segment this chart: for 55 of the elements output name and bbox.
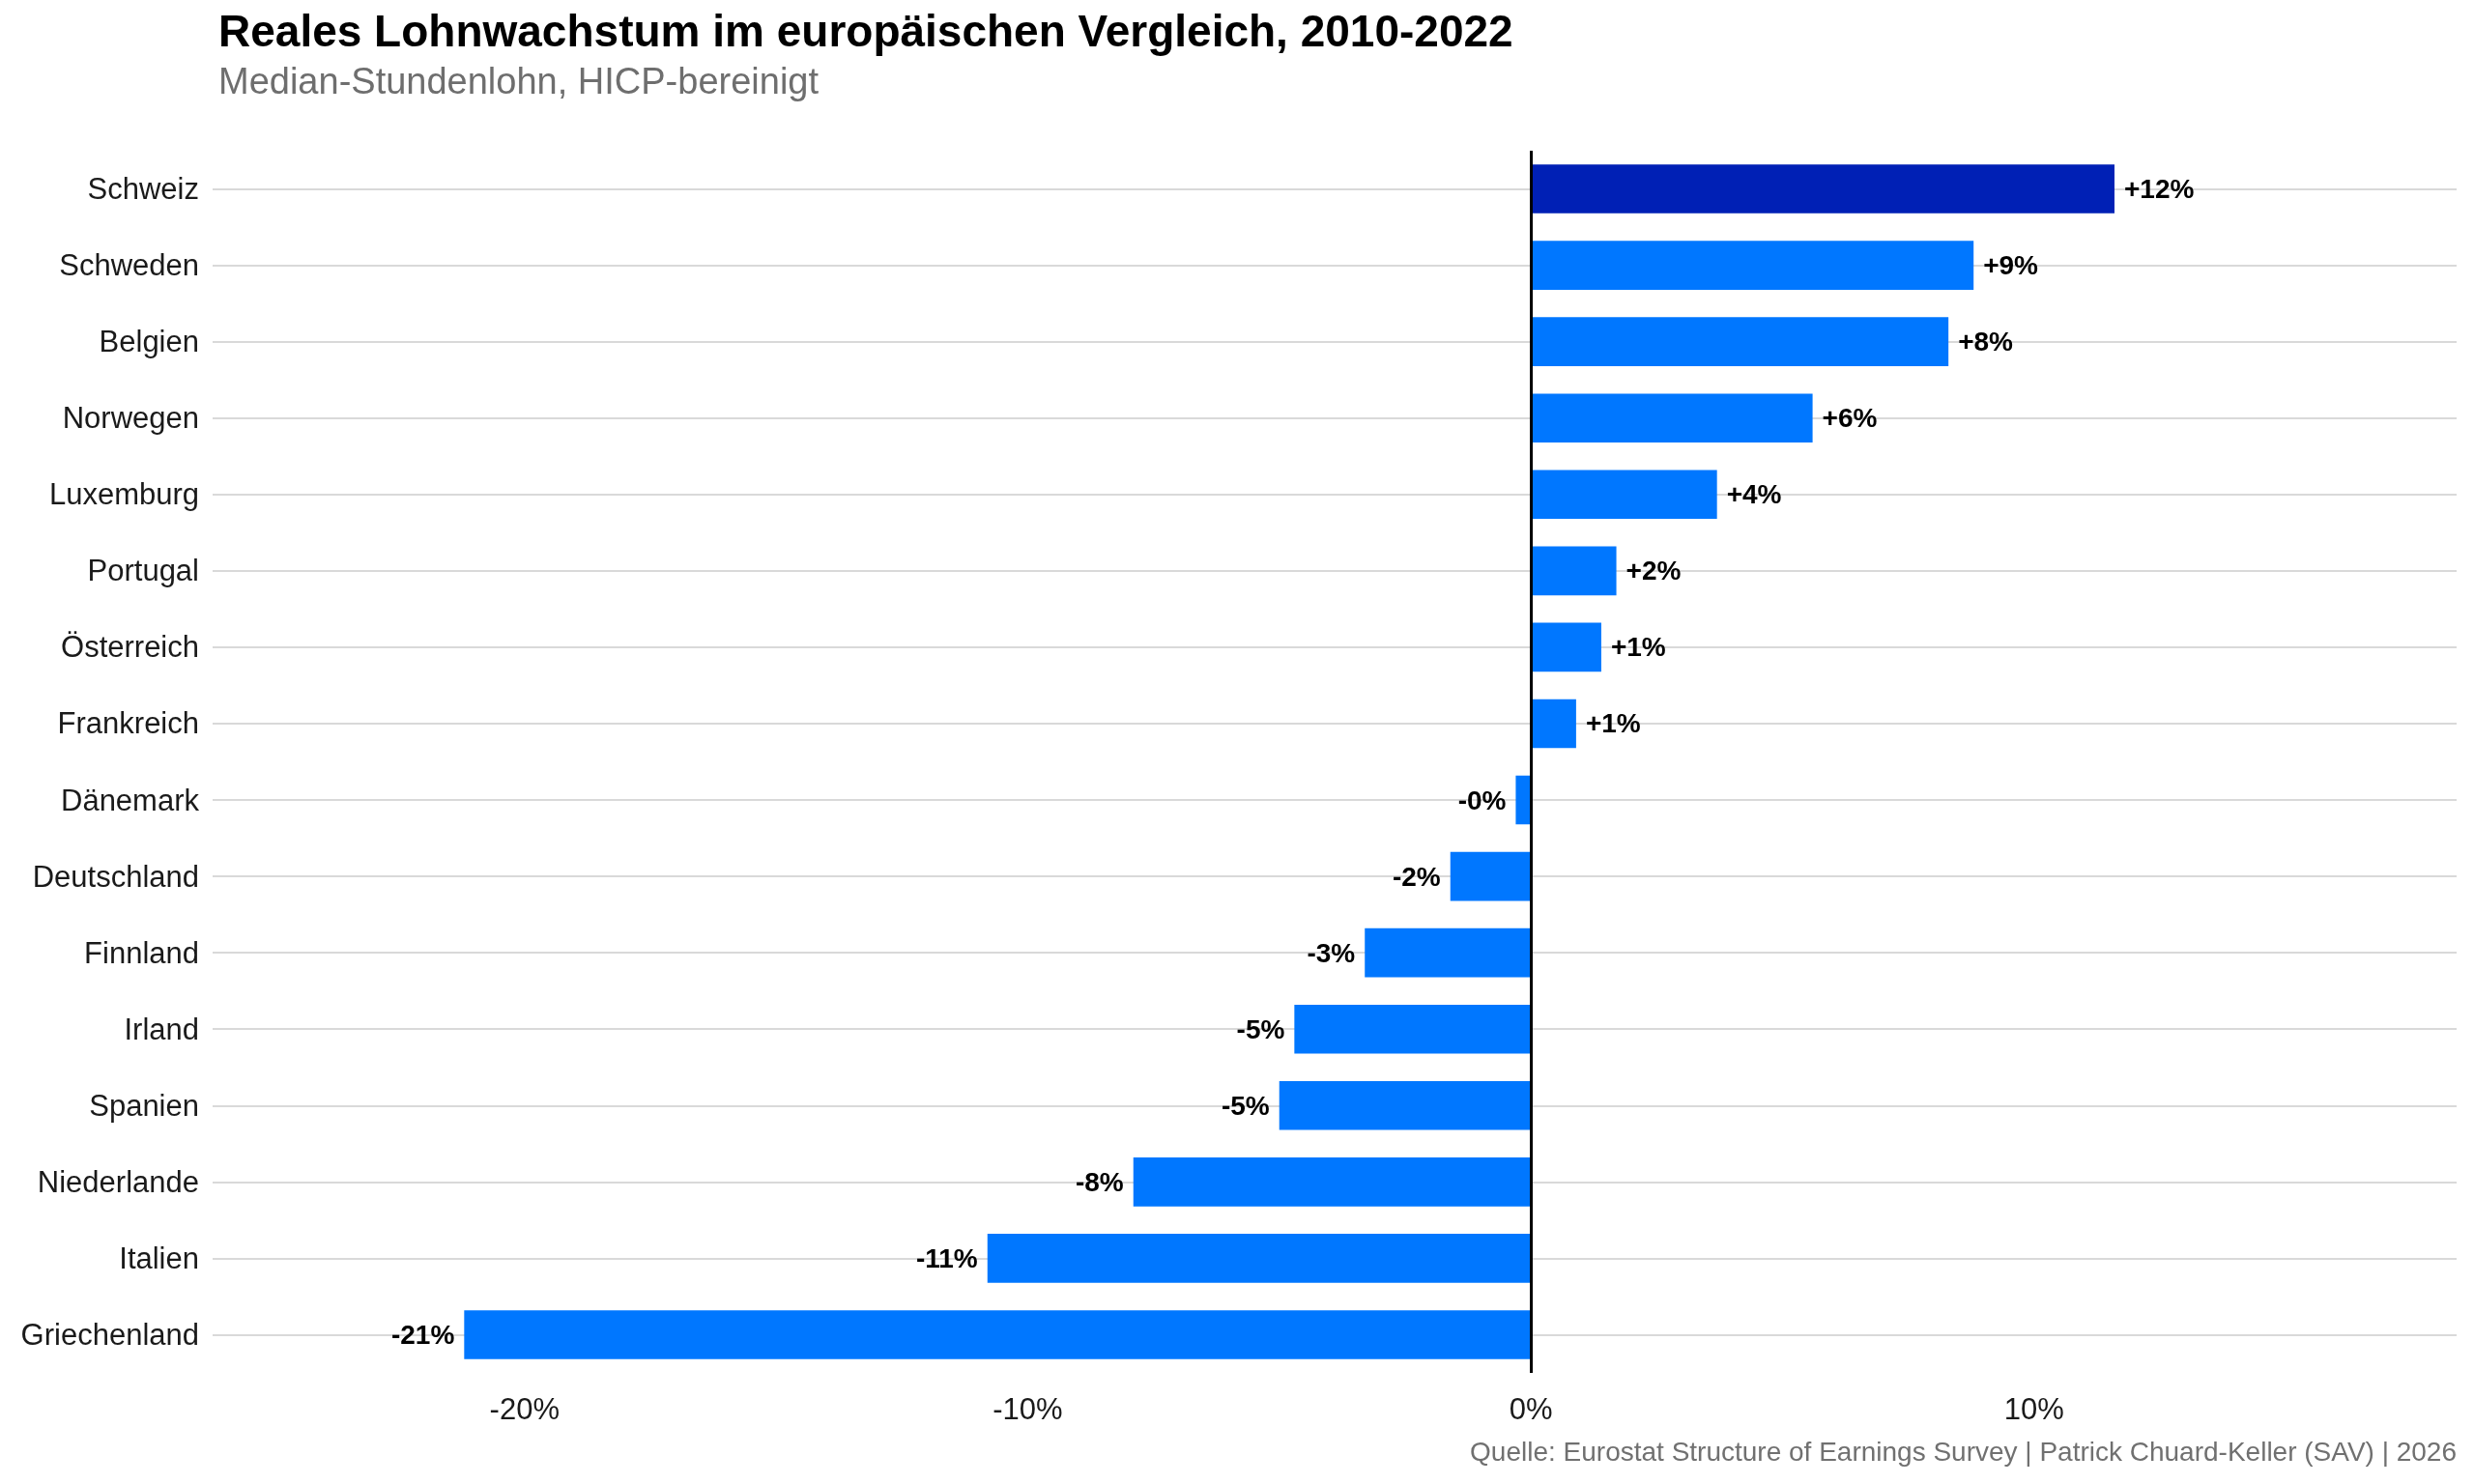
source-note: Quelle: Eurostat Structure of Earnings Survey | Patrick Chuard-Keller (SAV) | 2026 [1470, 1436, 2457, 1467]
y-tick-label: Österreich [61, 630, 199, 665]
y-tick-label: Deutschland [32, 859, 199, 894]
x-tick-label: 0% [1509, 1392, 1553, 1426]
data-label: +8% [1958, 327, 2014, 357]
bar [1531, 622, 1601, 672]
bar [1515, 775, 1532, 825]
bar [1531, 470, 1717, 520]
bar [1531, 546, 1617, 596]
bar [1365, 928, 1532, 978]
data-label: -5% [1236, 1013, 1285, 1044]
y-tick-label: Belgien [99, 325, 199, 359]
chart-subtitle: Median-Stundenlohn, HICP-bereinigt [218, 61, 820, 101]
x-tick-label: 10% [2003, 1392, 2064, 1426]
data-label: -5% [1221, 1090, 1270, 1121]
y-tick-label: Schweden [59, 248, 199, 283]
bar [987, 1234, 1532, 1283]
chart-title: Reales Lohnwachstum im europäischen Vergleich, 2010-2022 [218, 6, 1513, 56]
bar [1531, 317, 1949, 366]
bar [1450, 851, 1532, 901]
y-tick-label: Frankreich [57, 706, 199, 741]
data-label: +12% [2123, 174, 2195, 205]
data-label: -21% [390, 1319, 455, 1350]
y-tick-label: Dänemark [61, 783, 200, 817]
y-tick-label: Irland [124, 1012, 199, 1046]
bar [1531, 241, 1974, 290]
bar [1279, 1080, 1532, 1130]
bar [1531, 699, 1576, 749]
data-label: -3% [1307, 937, 1356, 968]
bar [1133, 1157, 1532, 1207]
y-tick-label: Norwegen [62, 401, 199, 436]
y-tick-label: Portugal [87, 554, 199, 588]
data-label: -0% [1457, 785, 1507, 815]
bar [1531, 393, 1813, 443]
data-label: +4% [1726, 479, 1782, 510]
y-tick-label: Finnland [84, 935, 199, 970]
data-label: +2% [1625, 556, 1682, 586]
y-tick-label: Niederlande [37, 1164, 199, 1199]
x-tick-label: -20% [489, 1392, 560, 1426]
y-tick-label: Italien [119, 1241, 199, 1275]
data-label: +6% [1822, 403, 1878, 434]
bar [1531, 164, 2114, 214]
y-tick-label: Luxemburg [48, 477, 199, 512]
data-label: -11% [915, 1242, 978, 1273]
bar [1294, 1004, 1532, 1054]
y-tick-label: Spanien [89, 1088, 199, 1123]
x-tick-label: -10% [992, 1392, 1063, 1426]
data-label: -8% [1075, 1166, 1124, 1197]
y-tick-label: Griechenland [20, 1317, 199, 1352]
data-label: +1% [1610, 632, 1666, 663]
data-label: -2% [1392, 861, 1441, 892]
y-tick-label: Schweiz [87, 172, 199, 207]
data-label: +1% [1585, 708, 1641, 739]
bar [464, 1310, 1532, 1359]
data-label: +9% [1983, 250, 2039, 281]
